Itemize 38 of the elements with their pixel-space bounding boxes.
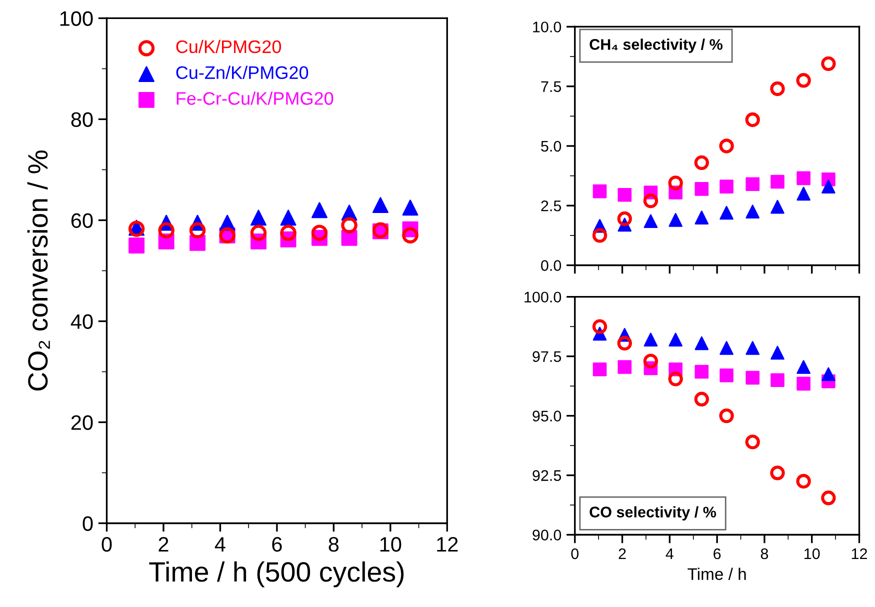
x-tick-label: 0: [571, 548, 579, 560]
y-tick-label: 80: [71, 112, 93, 127]
x-tick-label: 12: [852, 548, 867, 560]
y-tick-label: 92.5: [532, 470, 562, 481]
x-axis-title: Time / h: [688, 568, 746, 580]
y-tick-label: 0.0: [541, 260, 562, 271]
legend-label: Fe-Cr-Cu/K/PMG20: [176, 92, 334, 105]
x-tick-label: 0: [102, 536, 112, 552]
y-tick-label: 95.0: [532, 410, 562, 422]
y-tick-label: 10.0: [533, 22, 562, 32]
x-tick-label: 10: [804, 548, 820, 560]
x-tick-label: 6: [272, 536, 282, 552]
x-tick-label: 4: [666, 548, 674, 560]
y-tick-label: 100.0: [524, 292, 562, 303]
x-tick-label: 2: [618, 548, 626, 560]
y-tick-label: 5.0: [541, 140, 562, 152]
x-tick-label: 6: [714, 548, 721, 560]
legend-label: Cu/K/PMG20: [176, 40, 282, 54]
y-axis-title: CO₂ conversion / %: [27, 150, 50, 390]
y-tick-label: 100: [60, 11, 93, 26]
x-tick-label: 10: [380, 536, 402, 552]
x-tick-label: 8: [328, 536, 339, 552]
annotation: CO selectivity / %: [590, 506, 716, 520]
x-tick-label: 2: [158, 536, 168, 552]
y-tick-label: 60: [71, 213, 93, 228]
y-tick-label: 20: [71, 415, 93, 430]
annotation: CH₄ selectivity / %: [590, 38, 722, 53]
y-tick-label: 97.5: [532, 351, 562, 362]
x-tick-label: 12: [437, 536, 458, 552]
y-tick-label: 90.0: [532, 530, 562, 540]
x-axis-title: Time / h (500 cycles): [149, 561, 404, 588]
x-tick-label: 8: [760, 548, 768, 560]
x-tick-label: 4: [214, 537, 226, 552]
y-tick-label: 7.5: [541, 81, 562, 92]
y-tick-label: 0: [82, 516, 93, 531]
y-tick-label: 2.5: [541, 200, 562, 212]
y-tick-label: 40: [70, 314, 93, 329]
legend-label: Cu-Zn/K/PMG20: [176, 66, 308, 79]
